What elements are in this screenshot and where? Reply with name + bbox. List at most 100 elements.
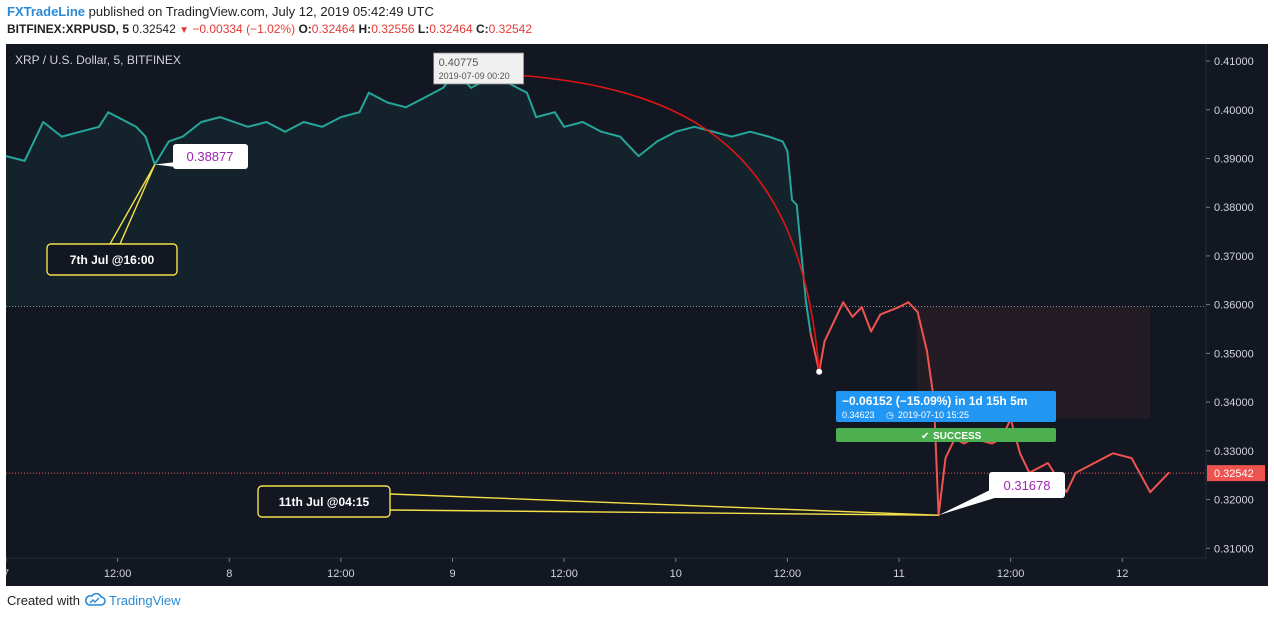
open-label: O:: [298, 22, 312, 36]
price-axis[interactable]: 0.41000 0.40000 0.39000 0.38000 0.37000 0.360…: [1205, 44, 1268, 586]
series-point: [823, 340, 826, 343]
series-point: [767, 135, 770, 138]
series-point: [944, 457, 947, 460]
series-point: [730, 135, 733, 138]
high-label-box: [433, 52, 525, 85]
published-text: published on TradingView.com, July 12, 2…: [88, 4, 434, 19]
series-point: [358, 111, 361, 114]
low-value: 0.32464: [429, 22, 473, 36]
symbol-label: BITFINEX:XRPUSD, 5: [7, 22, 130, 36]
series-point: [423, 96, 426, 99]
series-point: [1130, 457, 1133, 460]
series-point: [600, 130, 603, 133]
price-tag-7jul-text: 0.38877: [187, 149, 234, 164]
series-point: [851, 315, 854, 318]
y-tick-label: 0.33000: [1214, 446, 1254, 458]
x-tick-label: 11: [893, 568, 904, 580]
series-point: [926, 350, 928, 352]
y-tick-label: 0.40000: [1214, 105, 1254, 117]
y-tick-label: 0.32000: [1214, 495, 1254, 507]
series-point: [219, 116, 221, 118]
chart-title: XRP / U.S. Dollar, 5, BITFINEX: [15, 53, 181, 67]
time-axis[interactable]: 7 12:00 8 12:00 9 12:00 10 12:00 11 12:00 12: [6, 557, 1206, 580]
series-point: [246, 125, 249, 128]
series-point: [674, 130, 677, 133]
high-label: H:: [358, 22, 372, 36]
low-label: L:: [417, 22, 430, 36]
series-point: [1074, 471, 1077, 474]
tradingview-link[interactable]: TradingView: [109, 593, 181, 608]
price-chart[interactable]: 0.41000 0.40000 0.39000 0.38000 0.37000 0.360…: [6, 44, 1268, 586]
drop-arc-line: [455, 71, 820, 372]
measure-sub-price: 0.34623: [842, 410, 875, 420]
series-point: [809, 332, 812, 335]
series-line-0: [6, 71, 812, 335]
series-point: [898, 306, 900, 308]
publish-line: FXTradeLine published on TradingView.com…: [7, 4, 434, 19]
price-tag-7jul-pointer: [154, 162, 184, 168]
series-point: [1019, 452, 1021, 455]
clock-icon: ◷: [886, 410, 894, 420]
series-point: [781, 140, 784, 143]
series-point: [367, 91, 370, 94]
y-tick-label: 0.38000: [1214, 202, 1254, 214]
down-arrow-icon: ▼: [179, 25, 189, 36]
series-point: [907, 301, 910, 304]
series-point: [116, 116, 119, 118]
footer: Created with TradingView: [7, 592, 181, 608]
callout-11jul-text: 11th Jul @04:15: [279, 495, 370, 509]
author-link[interactable]: FXTradeLine: [7, 4, 86, 19]
series-point: [1065, 491, 1068, 494]
annotation-layer: 0.32542 0.40775 2019-07-09 00:20 7th Jul @1…: [46, 52, 1265, 518]
check-icon: ✔: [921, 431, 929, 442]
series-point: [442, 86, 445, 89]
series-point: [1093, 462, 1096, 464]
series-point: [712, 130, 714, 133]
series-point: [405, 106, 407, 109]
y-tick-label: 0.37000: [1214, 251, 1254, 263]
x-tick-label: 12:00: [550, 568, 578, 580]
close-value: 0.32542: [488, 22, 533, 36]
created-with-label: Created with: [7, 593, 80, 608]
last-price: 0.32542: [132, 22, 176, 36]
series-point: [991, 442, 993, 445]
series-point: [786, 150, 789, 153]
high-label-date: 2019-07-09 00:20: [439, 71, 510, 81]
series-point: [842, 301, 845, 304]
series-point: [1167, 471, 1170, 474]
series-layer: [6, 71, 1170, 517]
x-tick-label: 8: [226, 568, 232, 580]
callout-11jul-box: [257, 485, 391, 518]
tradingview-cloud-icon: [84, 592, 106, 606]
series-point: [6, 155, 7, 157]
series-point: [42, 121, 45, 123]
change-value: −0.00334 (−1.02%): [192, 22, 296, 36]
series-point: [60, 135, 63, 138]
price-tag-11jul-text: 0.31678: [1004, 478, 1051, 493]
series-point: [135, 125, 138, 128]
close-label: C:: [475, 22, 489, 36]
measure-sub-date: 2019-07-10 15:25: [898, 410, 969, 420]
low-point-marker: [816, 368, 823, 375]
series-point: [693, 125, 696, 128]
current-price-tag-text: 0.32542: [1214, 468, 1254, 480]
x-tick-label: 12:00: [327, 568, 355, 580]
y-tick-label: 0.34000: [1214, 397, 1254, 409]
measure-text: −0.06152 (−15.09%) in 1d 15h 5m: [842, 394, 1027, 408]
series-point: [167, 140, 170, 143]
y-tick-label: 0.39000: [1214, 153, 1254, 165]
series-point: [144, 135, 147, 138]
series-point: [1149, 491, 1152, 494]
x-tick-label: 12:00: [104, 568, 132, 580]
series-point: [749, 130, 752, 133]
series-point: [321, 125, 324, 128]
series-point: [963, 442, 966, 445]
series-point: [916, 311, 919, 313]
series-point: [386, 101, 389, 104]
series-point: [200, 121, 203, 123]
callout-7jul-text: 7th Jul @16:00: [70, 253, 155, 267]
series-point: [79, 130, 82, 133]
series-point: [833, 320, 835, 323]
high-label-value: 0.40775: [439, 57, 479, 69]
series-point: [23, 160, 26, 162]
